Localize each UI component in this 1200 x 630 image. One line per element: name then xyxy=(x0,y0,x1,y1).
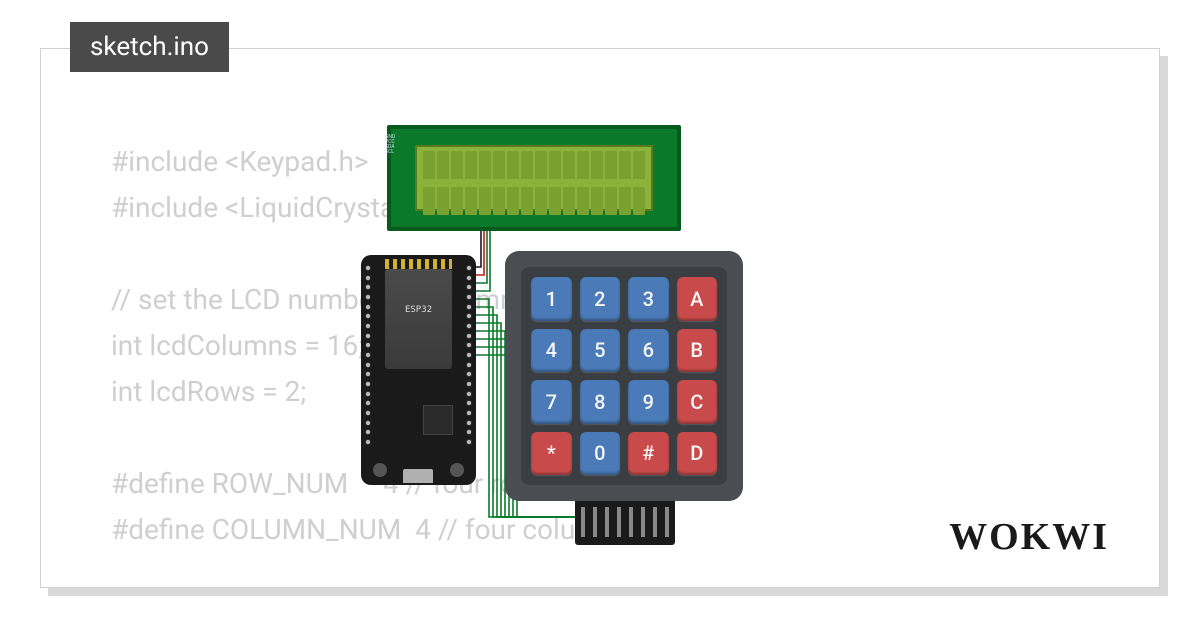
keypad-key-5: 5 xyxy=(580,329,621,373)
keypad-key-2: 2 xyxy=(580,277,621,321)
file-tab[interactable]: sketch.ino xyxy=(70,22,229,72)
esp-button-left xyxy=(373,463,387,477)
circuit-diagram: GNDVCCSDASCL ESP32 123A 456B 789C *0#D xyxy=(361,125,841,585)
esp32-board: ESP32 xyxy=(361,255,476,485)
wokwi-logo: WOKWI xyxy=(949,515,1109,559)
lcd-screen xyxy=(415,145,653,211)
esp-usb-port xyxy=(403,469,433,483)
lcd-pin-labels: GNDVCCSDASCL xyxy=(385,135,395,155)
esp-pins-right xyxy=(466,265,472,445)
keypad-grid: 123A 456B 789C *0#D xyxy=(521,267,727,485)
lcd-module: GNDVCCSDASCL xyxy=(387,125,681,231)
keypad-key-8: 8 xyxy=(580,380,621,424)
esp-button-right xyxy=(450,463,464,477)
esp-pins-left xyxy=(365,265,371,445)
keypad-key-3: 3 xyxy=(628,277,669,321)
esp-antenna xyxy=(385,259,452,269)
keypad-key-0: 0 xyxy=(580,432,621,476)
keypad-key-1: 1 xyxy=(531,277,572,321)
keypad-connector xyxy=(575,501,675,545)
keypad-module: 123A 456B 789C *0#D xyxy=(505,251,743,501)
keypad-key-9: 9 xyxy=(628,380,669,424)
keypad-key-B: B xyxy=(677,329,718,373)
keypad-key-*: * xyxy=(531,432,572,476)
file-tab-label: sketch.ino xyxy=(90,32,209,62)
keypad-key-A: A xyxy=(677,277,718,321)
esp-chip xyxy=(423,405,453,435)
preview-card: #include <Keypad.h> #include <LiquidCrys… xyxy=(40,48,1160,588)
esp-shield: ESP32 xyxy=(385,269,452,369)
keypad-key-C: C xyxy=(677,380,718,424)
keypad-key-7: 7 xyxy=(531,380,572,424)
esp-label: ESP32 xyxy=(385,305,452,315)
keypad-key-6: 6 xyxy=(628,329,669,373)
keypad-key-D: D xyxy=(677,432,718,476)
keypad-key-4: 4 xyxy=(531,329,572,373)
keypad-connector-pins xyxy=(581,507,669,537)
keypad-key-#: # xyxy=(628,432,669,476)
